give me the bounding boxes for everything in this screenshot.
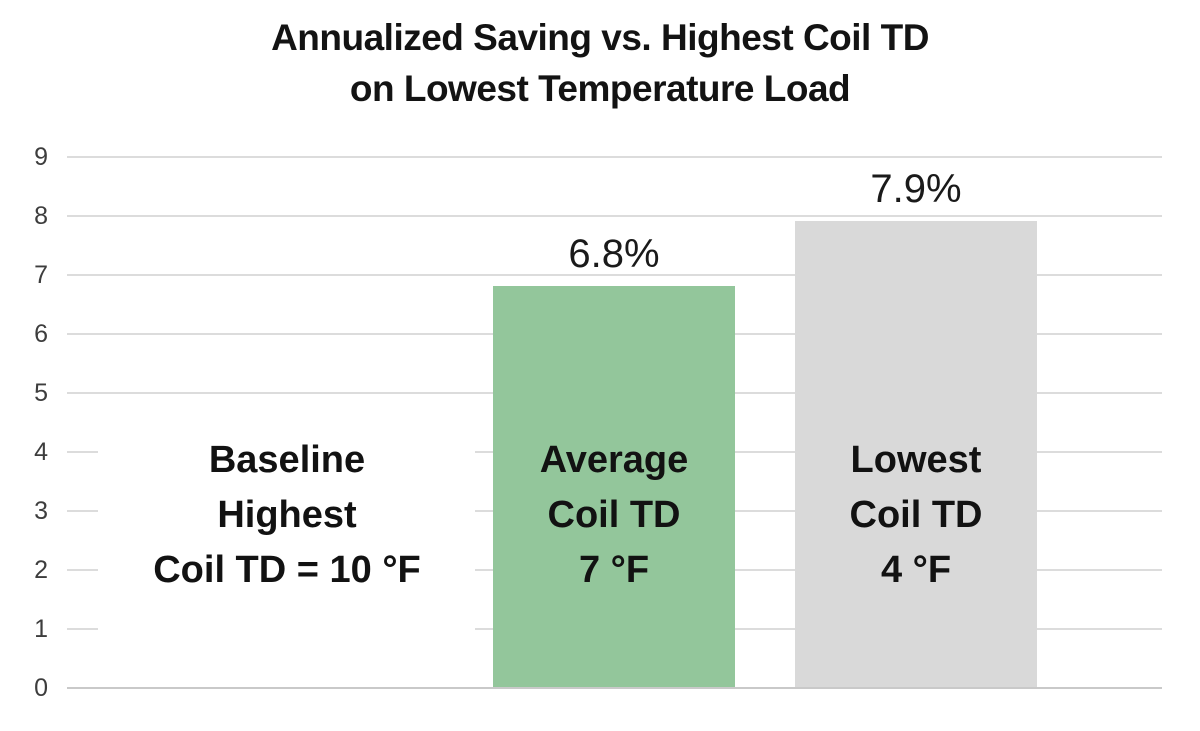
baseline-label-background (98, 415, 475, 662)
y-tick-label-3: 3 (34, 497, 48, 525)
category-label-average-line-2: Coil TD (547, 494, 681, 536)
plot-area (67, 156, 1162, 689)
y-tick-label-9: 9 (34, 143, 48, 171)
category-label-baseline-line-2: Highest (217, 494, 357, 536)
category-label-average-line-1: Average (539, 439, 689, 481)
y-tick-label-6: 6 (34, 320, 48, 348)
y-tick-label-1: 1 (34, 615, 48, 643)
y-tick-label-0: 0 (34, 674, 48, 702)
category-label-average: Average Coil TD 7 °F (424, 433, 804, 598)
category-label-baseline-line-3: Coil TD = 10 °F (153, 549, 421, 591)
gridline-0 (67, 687, 1162, 689)
chart-title-line-2: on Lowest Temperature Load (349, 68, 851, 109)
gridline-8 (67, 215, 1162, 217)
category-label-baseline-line-1: Baseline (208, 439, 366, 481)
category-label-lowest-line-3: 4 °F (880, 549, 952, 591)
y-tick-label-4: 4 (34, 438, 48, 466)
bar-average-coil-td (493, 286, 735, 687)
y-tick-label-2: 2 (34, 556, 48, 584)
bar-lowest-coil-td (795, 221, 1037, 687)
data-label-lowest: 7.9% (870, 167, 962, 211)
category-label-lowest: Lowest Coil TD 4 °F (726, 433, 1106, 598)
category-label-lowest-line-2: Coil TD (849, 494, 983, 536)
category-label-average-line-3: 7 °F (578, 549, 650, 591)
gridline-7 (67, 274, 1162, 276)
chart-title: Annualized Saving vs. Highest Coil TD on… (0, 12, 1200, 114)
category-label-lowest-line-1: Lowest (850, 439, 982, 481)
gridline-9 (67, 156, 1162, 158)
y-tick-label-8: 8 (34, 202, 48, 230)
y-tick-label-7: 7 (34, 261, 48, 289)
category-label-baseline: Baseline Highest Coil TD = 10 °F (97, 433, 477, 598)
data-label-average: 6.8% (568, 232, 660, 276)
chart-title-line-1: Annualized Saving vs. Highest Coil TD (271, 17, 929, 58)
y-tick-label-5: 5 (34, 379, 48, 407)
